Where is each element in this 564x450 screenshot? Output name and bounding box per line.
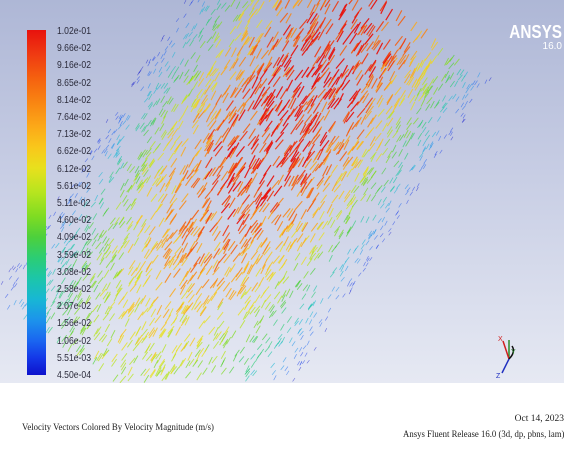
legend-label: 3.59e-02 bbox=[57, 248, 91, 261]
legend-label: 3.08e-02 bbox=[57, 265, 91, 278]
ansys-logo: ANSYS 16.0 bbox=[500, 22, 562, 52]
legend-label: 6.12e-02 bbox=[57, 162, 91, 175]
caption-bar: Velocity Vectors Colored By Velocity Mag… bbox=[0, 383, 564, 450]
legend-label: 8.65e-02 bbox=[57, 76, 91, 89]
legend-label: 7.13e-02 bbox=[57, 128, 91, 141]
legend-label: 4.50e-04 bbox=[57, 369, 91, 381]
axis-triad-icon: X Y Z bbox=[496, 336, 516, 380]
color-legend: 1.02e-01 9.66e-02 9.16e-02 8.65e-02 8.14e-02… bbox=[24, 25, 154, 381]
legend-label: 2.07e-02 bbox=[57, 300, 91, 313]
velocity-vector-field bbox=[0, 0, 492, 383]
legend-label: 1.56e-02 bbox=[57, 317, 91, 330]
release-info: Ansys Fluent Release 16.0 (3d, dp, pbns,… bbox=[402, 430, 564, 440]
legend-label: 6.62e-02 bbox=[57, 145, 91, 158]
legend-label: 2.58e-02 bbox=[57, 283, 91, 295]
colormap-bar bbox=[27, 30, 46, 375]
brand-version: 16.0 bbox=[542, 41, 562, 52]
axis-y-label: Y bbox=[511, 349, 516, 356]
legend-label: 5.11e-02 bbox=[57, 197, 91, 209]
legend-label: 4.60e-02 bbox=[57, 214, 91, 227]
legend-label: 9.66e-02 bbox=[57, 42, 91, 55]
plot-date: Oct 14, 2023 bbox=[514, 414, 564, 424]
axis-z-label: Z bbox=[496, 373, 501, 380]
graphics-viewport[interactable]: 1.02e-01 9.66e-02 9.16e-02 8.65e-02 8.14e-02… bbox=[0, 0, 564, 383]
legend-label: 5.51e-03 bbox=[57, 351, 91, 364]
legend-label: 1.06e-02 bbox=[57, 334, 91, 347]
brand-name: ANSYS bbox=[509, 22, 562, 42]
axis-x-label: X bbox=[498, 336, 503, 343]
legend-label: 7.64e-02 bbox=[57, 111, 91, 123]
legend-label: 5.61e-02 bbox=[57, 179, 91, 192]
legend-label: 8.14e-02 bbox=[57, 93, 91, 106]
legend-label: 9.16e-02 bbox=[57, 59, 91, 72]
legend-label: 1.02e-01 bbox=[57, 25, 91, 37]
plot-title: Velocity Vectors Colored By Velocity Mag… bbox=[22, 423, 214, 433]
legend-label: 4.09e-02 bbox=[57, 231, 91, 244]
vector-arrows bbox=[0, 0, 492, 383]
